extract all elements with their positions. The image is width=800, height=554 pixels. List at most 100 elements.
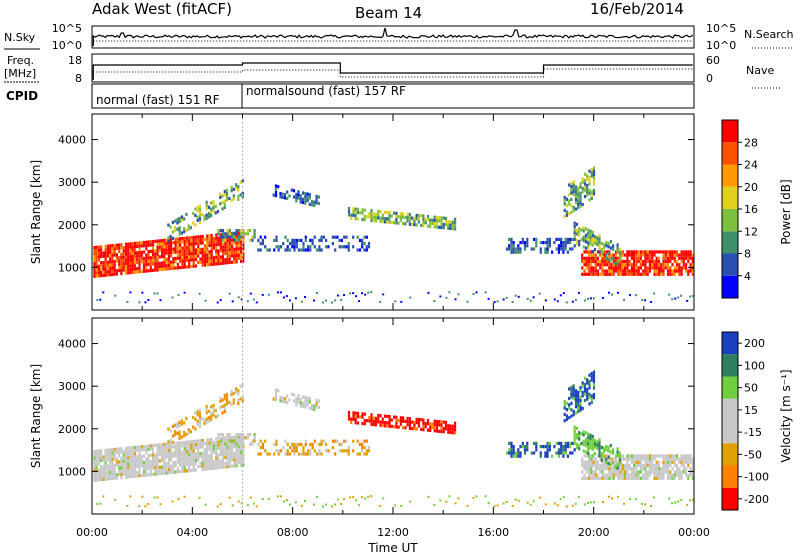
power-cell — [111, 247, 114, 251]
power-cell — [183, 236, 186, 240]
power-cell — [170, 254, 173, 258]
velocity-cell — [192, 425, 195, 429]
velocity-cell — [565, 414, 568, 418]
velocity-cell — [582, 449, 585, 453]
power-cell — [592, 269, 595, 273]
velocity-cell — [176, 457, 179, 461]
power-cell — [588, 175, 591, 180]
velocity-cell — [331, 505, 333, 508]
power-cell — [281, 192, 284, 196]
power-cell — [249, 238, 252, 242]
power-cell — [241, 192, 244, 196]
velocity-cell — [646, 473, 649, 477]
power-cell — [657, 259, 661, 264]
velocity-cell — [624, 463, 627, 468]
power-cell — [568, 199, 571, 203]
power-cell — [379, 210, 382, 214]
velocity-cell — [178, 430, 181, 434]
velocity-cell — [217, 443, 220, 447]
velocity-cell — [154, 453, 157, 457]
velocity-cell — [237, 392, 240, 396]
velocity-cell — [408, 417, 411, 421]
power-cell — [192, 261, 195, 265]
power-cell — [521, 237, 524, 241]
velocity-cell — [221, 465, 225, 469]
velocity-cell — [237, 439, 240, 443]
cpid-mode-2: normalsound (fast) 157 RF — [246, 84, 406, 98]
velocity-cell — [361, 449, 364, 453]
nsky-tick-bottom: 10^0 — [52, 39, 82, 52]
velocity-cell — [542, 445, 545, 449]
velocity-cell — [575, 436, 579, 440]
power-cell — [149, 249, 152, 253]
velocity-cell — [154, 459, 157, 463]
velocity-cell — [364, 497, 367, 500]
power-cell — [639, 272, 642, 276]
velocity-cell — [187, 431, 190, 435]
colorbar-tick-label: -100 — [744, 471, 769, 484]
power-cell — [215, 249, 218, 253]
power-cell — [277, 245, 280, 249]
power-cell — [642, 253, 645, 257]
velocity-cell — [249, 433, 252, 437]
power-cell — [118, 256, 121, 260]
velocity-cell — [188, 449, 191, 454]
power-cell — [510, 241, 513, 245]
power-cell — [291, 242, 294, 246]
velocity-cell — [573, 435, 576, 439]
power-cell — [174, 266, 177, 270]
velocity-cell — [167, 464, 170, 468]
velocity-cell — [680, 470, 683, 474]
power-cell — [309, 245, 312, 249]
power-cell — [575, 241, 579, 246]
velocity-cell — [609, 463, 612, 467]
power-cell — [178, 226, 181, 230]
velocity-cell — [592, 370, 596, 374]
velocity-cell — [167, 448, 170, 452]
power-cell — [618, 251, 621, 255]
velocity-cell — [95, 468, 98, 473]
power-cell — [655, 256, 658, 260]
velocity-cell — [653, 467, 656, 471]
velocity-cell — [666, 476, 670, 480]
power-cell — [203, 247, 207, 251]
velocity-cell — [395, 425, 398, 429]
velocity-cell — [203, 454, 207, 458]
velocity-cell — [349, 496, 352, 499]
power-cell — [433, 218, 436, 222]
velocity-cell — [422, 424, 425, 429]
velocity-cell — [109, 467, 112, 471]
velocity-cell — [505, 500, 508, 503]
power-cell — [216, 301, 219, 304]
velocity-cell — [183, 434, 186, 438]
power-cell — [526, 297, 529, 300]
power-cell — [129, 251, 132, 256]
velocity-cell — [151, 444, 155, 448]
velocity-cell — [295, 400, 298, 404]
velocity-cell — [584, 437, 588, 441]
power-cell — [644, 272, 647, 276]
power-cell — [657, 269, 661, 273]
power-cell — [170, 247, 173, 251]
velocity-cell — [399, 419, 402, 423]
velocity-cell — [163, 471, 166, 475]
power-cell — [585, 250, 588, 254]
power-cell — [131, 264, 134, 268]
velocity-cell — [639, 476, 642, 480]
velocity-cell — [588, 392, 591, 396]
power-cell — [188, 261, 191, 266]
velocity-cell — [557, 454, 560, 458]
power-cell — [668, 293, 671, 296]
velocity-cell — [206, 441, 209, 445]
power-cell — [592, 253, 595, 257]
power-cell — [600, 254, 603, 258]
velocity-cell — [377, 417, 380, 421]
velocity-cell — [584, 444, 588, 448]
velocity-cell — [147, 463, 150, 467]
velocity-cell — [176, 441, 179, 445]
power-cell — [666, 266, 670, 270]
power-cell — [370, 291, 373, 294]
velocity-cell — [176, 447, 179, 451]
power-cell — [221, 242, 225, 246]
power-cell — [210, 240, 213, 244]
